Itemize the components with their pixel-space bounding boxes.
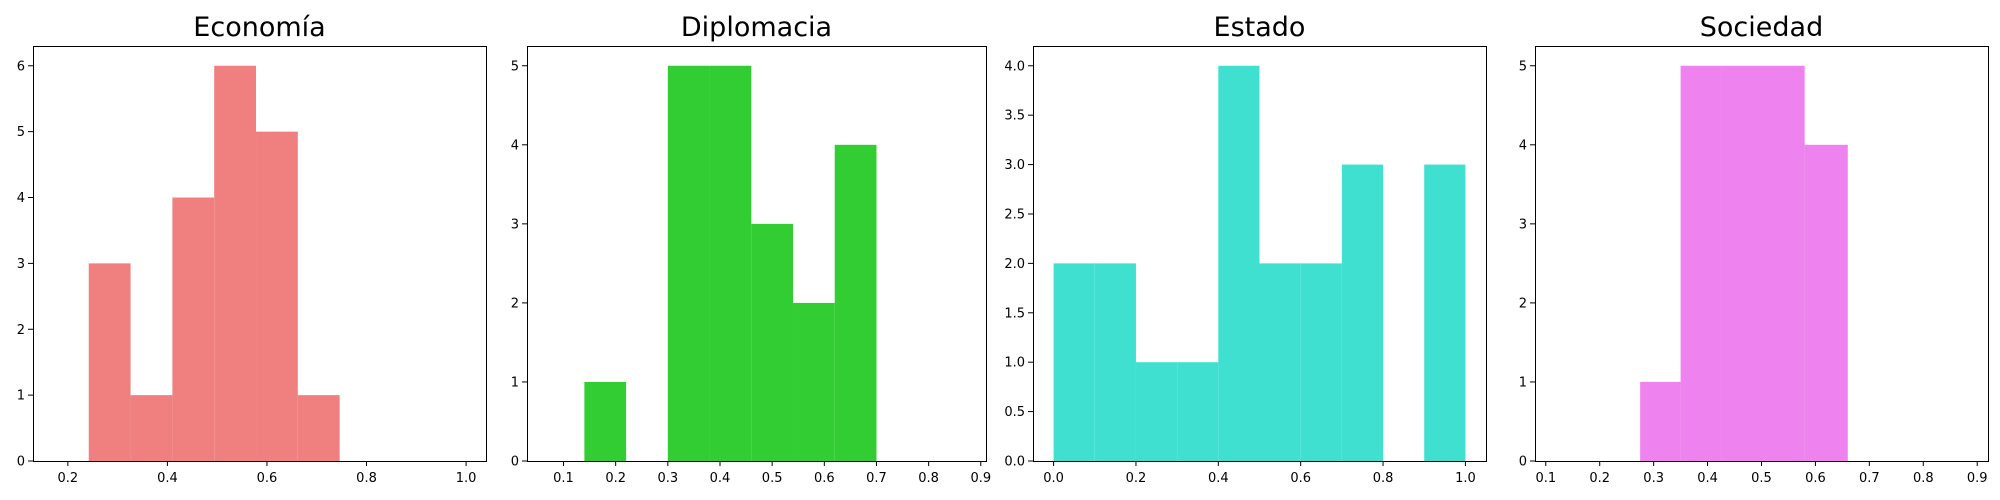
y-tick-label: 2: [17, 323, 25, 338]
x-tick-label: 0.9: [970, 471, 991, 486]
histogram-bar: [1640, 381, 1681, 461]
histogram-bar: [751, 223, 794, 461]
x-tick-label: 0.1: [1535, 471, 1556, 486]
histogram-bar: [793, 302, 835, 461]
x-tick-label: 0.2: [605, 471, 626, 486]
y-tick-label: 2.5: [1004, 207, 1025, 222]
histogram-bar: [214, 65, 257, 461]
histogram-bar: [834, 144, 877, 462]
histogram-bar: [88, 263, 131, 461]
y-tick-label: 0: [511, 455, 519, 470]
x-tick-label: 0.4: [1208, 471, 1229, 486]
x-tick-label: 0.3: [657, 471, 678, 486]
y-tick-label: 2: [1519, 296, 1527, 311]
y-tick-label: 4: [1519, 138, 1527, 153]
y-tick-label: 4: [17, 191, 25, 206]
histogram-bar: [1721, 65, 1762, 461]
histogram-bar: [1761, 65, 1805, 461]
y-tick-label: 3.5: [1004, 109, 1025, 124]
x-tick-label: 1.0: [1455, 471, 1476, 486]
axes-frame: [33, 46, 487, 462]
y-tick-label: 1.5: [1004, 306, 1025, 321]
histogram-bar: [1424, 164, 1466, 462]
x-tick-label: 0.0: [1043, 471, 1064, 486]
histogram-bar: [1680, 65, 1722, 461]
x-tick-label: 0.3: [1643, 471, 1664, 486]
y-tick-label: 0: [17, 455, 25, 470]
x-tick-label: 0.6: [1805, 471, 1826, 486]
y-tick-label: 0.5: [1004, 405, 1025, 420]
x-tick-label: 0.9: [1967, 471, 1988, 486]
x-tick-label: 0.8: [918, 471, 939, 486]
x-tick-label: 0.2: [1589, 471, 1610, 486]
x-tick-label: 0.8: [356, 471, 377, 486]
histogram-bar: [130, 395, 173, 461]
histogram-bar: [584, 381, 627, 461]
chart-title: Estado: [1214, 12, 1306, 43]
y-tick-label: 5: [511, 59, 519, 74]
axes-frame: [527, 46, 987, 462]
y-tick-label: 6: [17, 59, 25, 74]
x-tick-label: 0.5: [762, 471, 783, 486]
x-tick-label: 0.5: [1751, 471, 1772, 486]
y-tick-label: 3: [17, 257, 25, 272]
histogram-bar: [1135, 362, 1178, 461]
x-tick-label: 0.4: [1697, 471, 1718, 486]
y-tick-label: 3: [511, 217, 519, 232]
x-tick-label: 0.8: [1913, 471, 1934, 486]
x-tick-label: 0.7: [1859, 471, 1880, 486]
axes-frame: [1033, 46, 1487, 462]
histogram-bar: [667, 65, 710, 461]
x-tick-label: 0.6: [257, 471, 278, 486]
x-tick-label: 0.2: [58, 471, 79, 486]
histogram-bar: [297, 395, 340, 461]
y-tick-label: 1: [17, 389, 25, 404]
chart-panel-3: 0.0 0.2 0.4 0.6 0.8 1.0 0.0 0.5 1.0 1.5 2.0 2.5 3.0 3…: [1004, 12, 1487, 486]
y-tick-label: 1: [511, 375, 519, 390]
histogram-bar: [1259, 263, 1301, 461]
chart-title: Diplomacia: [681, 12, 832, 43]
x-tick-label: 0.2: [1126, 471, 1147, 486]
y-tick-label: 0: [1519, 455, 1527, 470]
y-tick-label: 5: [17, 125, 25, 140]
y-tick-label: 5: [1519, 59, 1527, 74]
x-tick-label: 0.4: [710, 471, 731, 486]
histogram-bar: [1177, 362, 1219, 461]
x-tick-label: 0.6: [814, 471, 835, 486]
histogram-bar: [1218, 65, 1260, 461]
chart-panel-2: 0.1 0.2 0.3 0.4 0.5 0.6 0.7 0.8 0.9 0 1 2 3 4 5 Diploma…: [511, 12, 991, 486]
y-tick-label: 3.0: [1004, 158, 1025, 173]
y-tick-label: 4: [511, 138, 519, 153]
x-tick-label: 0.1: [553, 471, 574, 486]
y-tick-label: 1: [1519, 375, 1527, 390]
y-tick-label: 1.0: [1004, 356, 1025, 371]
chart-title: Economía: [193, 12, 325, 43]
y-tick-label: 0.0: [1004, 455, 1025, 470]
chart-title: Sociedad: [1700, 12, 1823, 43]
y-tick-label: 3: [1519, 217, 1527, 232]
x-tick-label: 0.4: [157, 471, 178, 486]
y-tick-label: 2.0: [1004, 257, 1025, 272]
histogram-bar: [1053, 263, 1095, 461]
histogram-bar: [709, 65, 752, 461]
y-tick-label: 4.0: [1004, 59, 1025, 74]
histogram-bar: [1300, 263, 1342, 461]
x-tick-label: 0.8: [1373, 471, 1394, 486]
x-tick-label: 0.6: [1290, 471, 1311, 486]
y-tick-label: 2: [511, 296, 519, 311]
histogram-bar: [256, 131, 298, 461]
histogram-bar: [172, 197, 215, 461]
histogram-bar: [1804, 144, 1848, 462]
x-tick-label: 1.0: [456, 471, 477, 486]
x-tick-label: 0.7: [866, 471, 887, 486]
histogram-bar: [1094, 263, 1136, 461]
chart-panel-1: 0.2 0.4 0.6 0.8 1.0 0 1 2 3 4 5 6 Economía: [17, 12, 487, 486]
chart-panel-4: 0.1 0.2 0.3 0.4 0.5 0.6 0.7 0.8 0.9 0 1 2 3 4 5 Socieda…: [1519, 12, 1989, 486]
histogram-bar: [1341, 164, 1384, 462]
